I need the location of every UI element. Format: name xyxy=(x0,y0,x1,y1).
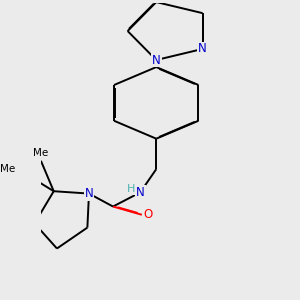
Text: N: N xyxy=(136,186,145,199)
Text: Me: Me xyxy=(33,148,49,158)
Text: N: N xyxy=(198,42,207,56)
Text: Me: Me xyxy=(0,164,15,174)
Text: H: H xyxy=(126,184,135,194)
Text: O: O xyxy=(144,208,153,221)
Text: N: N xyxy=(152,53,161,67)
Text: N: N xyxy=(85,187,93,200)
